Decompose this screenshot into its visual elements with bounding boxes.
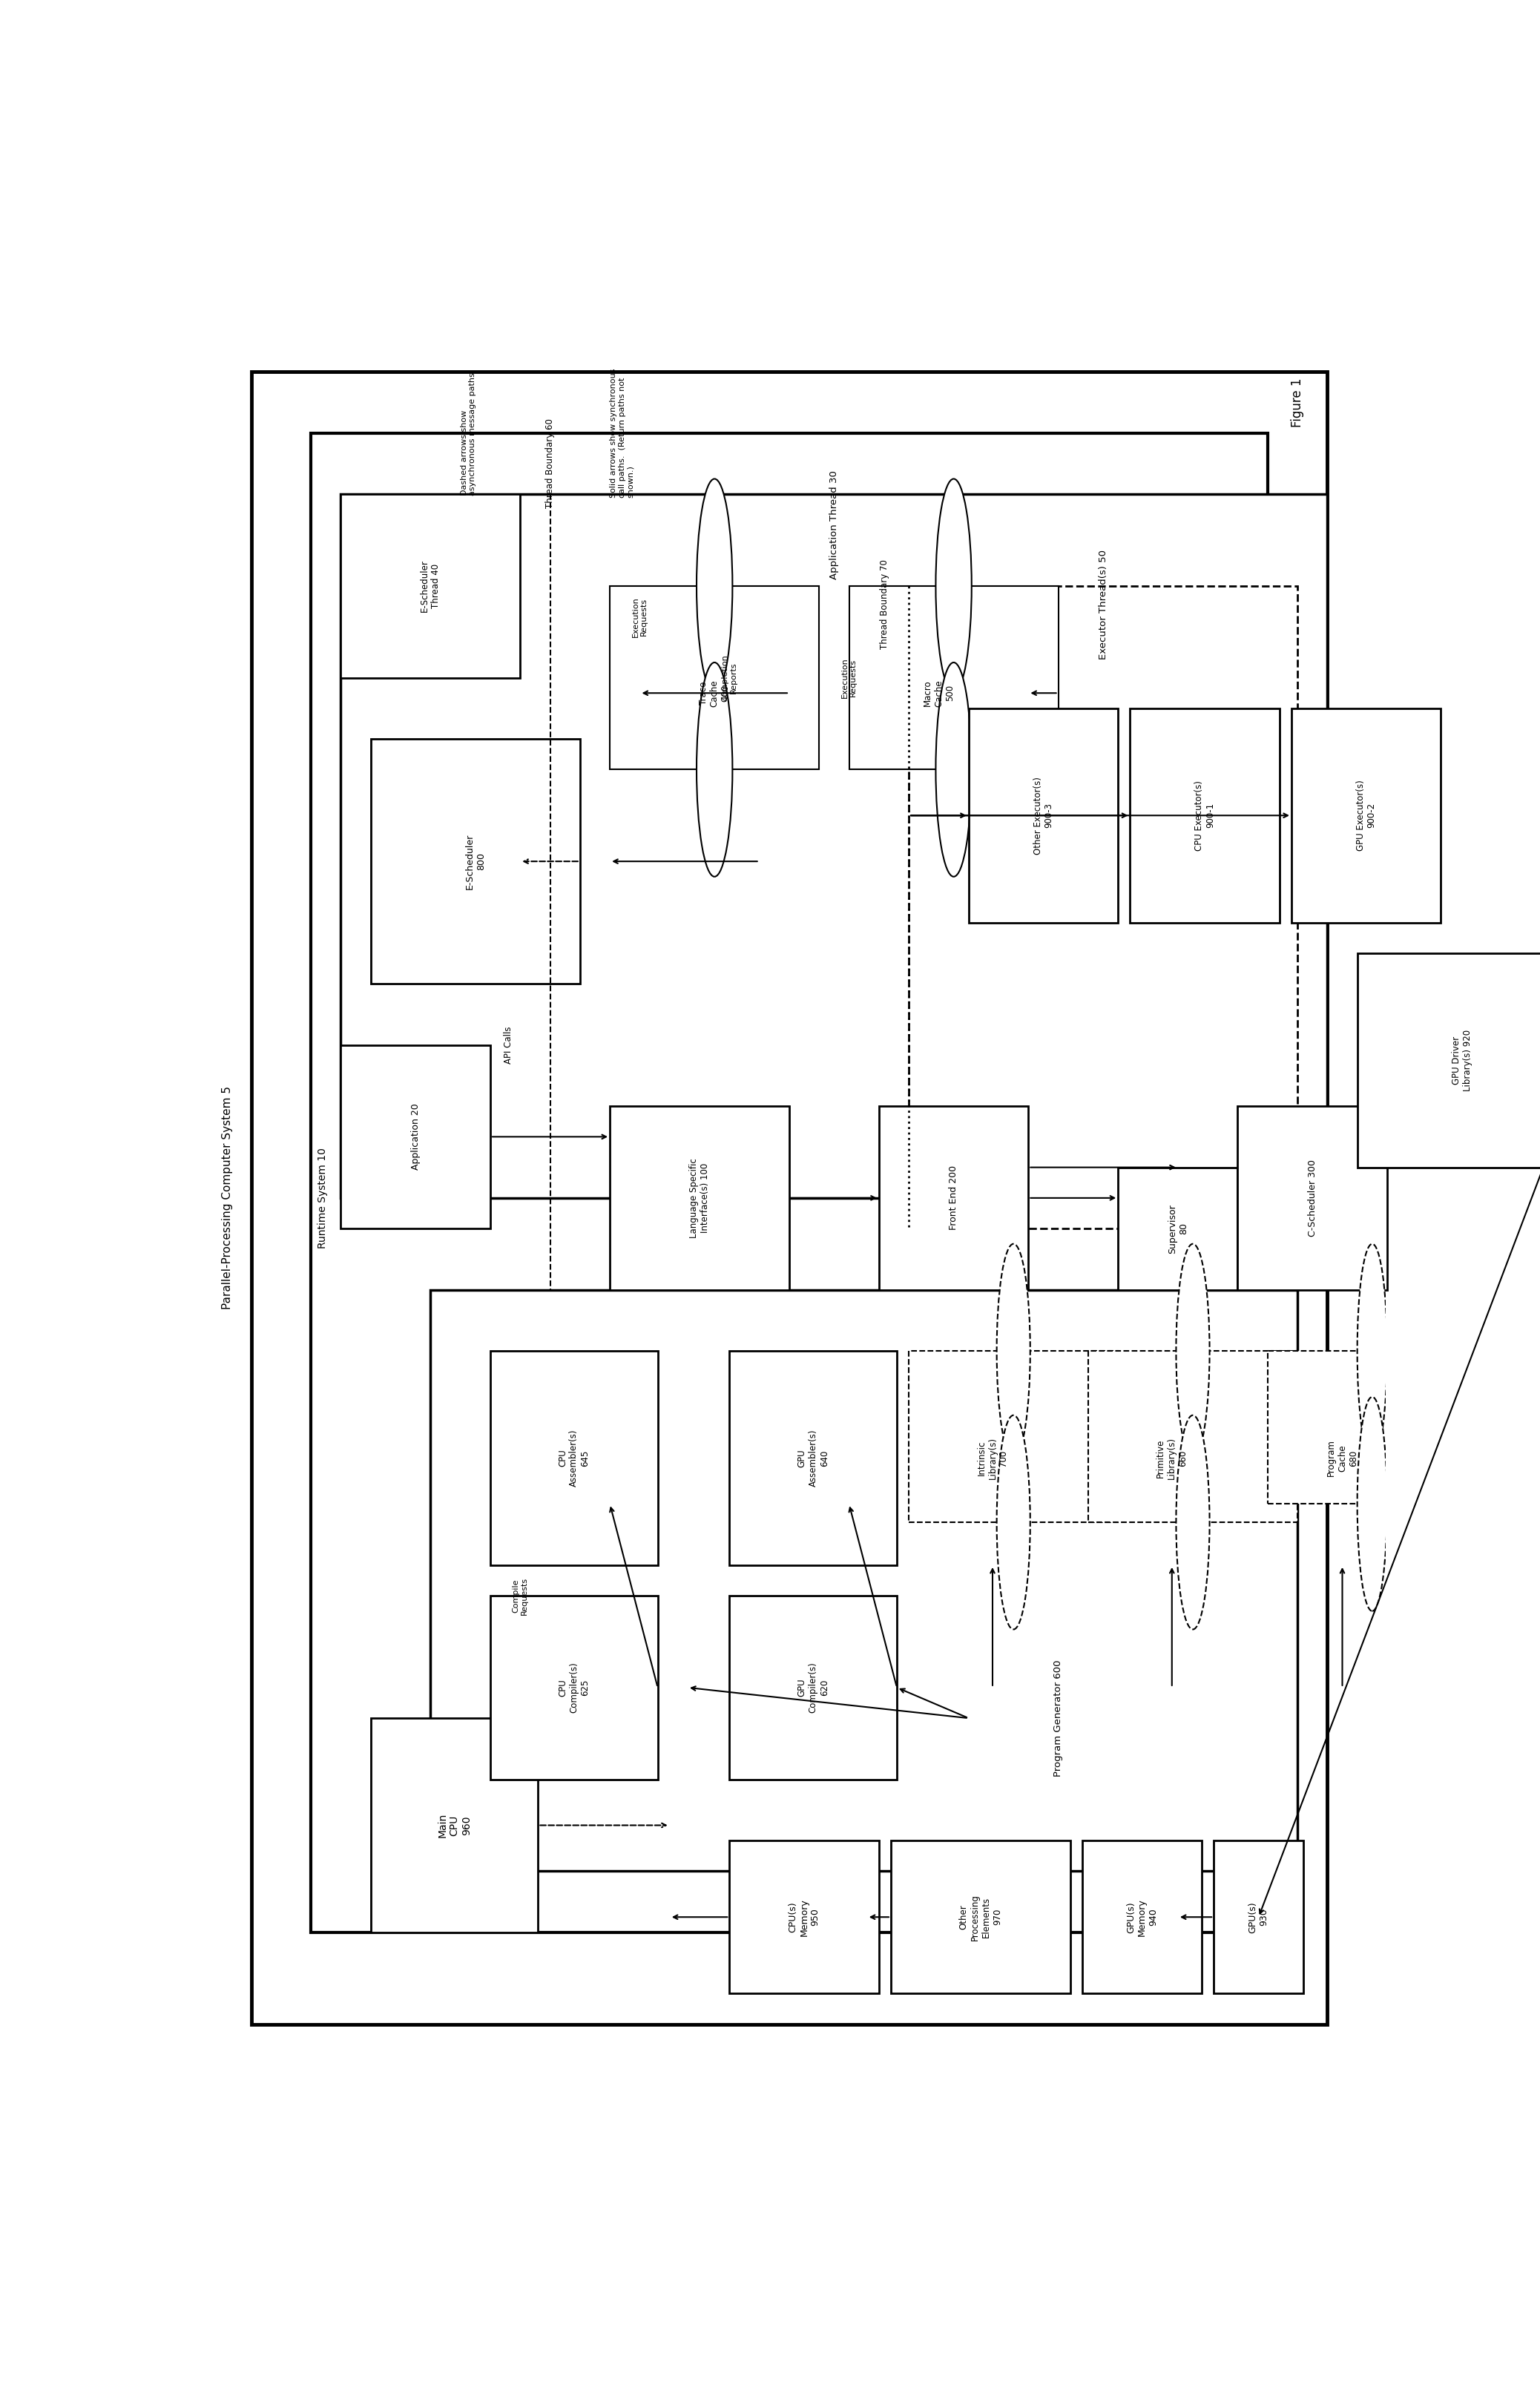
Bar [849,587,1058,770]
Bar [431,1289,1298,1871]
Bar [909,1352,1118,1522]
Text: Execution
Requests: Execution Requests [631,596,648,637]
Bar [371,1717,537,1931]
Text: Thread Boundary 60: Thread Boundary 60 [545,418,554,507]
Text: GPU
Compiler(s)
620: GPU Compiler(s) 620 [798,1662,829,1712]
Text: GPU(s)
Memory
940: GPU(s) Memory 940 [1126,1898,1158,1936]
Text: Solid arrows show synchronous
call paths.  (Return paths not
shown.): Solid arrows show synchronous call paths… [610,368,634,498]
Bar [340,493,1327,1198]
Text: Completion
Reports: Completion Reports [721,654,738,702]
Bar [730,1840,879,1994]
Bar [610,587,819,770]
Text: Compile
Requests: Compile Requests [513,1578,528,1614]
Text: Figure 1: Figure 1 [1291,378,1304,428]
Text: Execution
Requests: Execution Requests [841,657,858,697]
Text: CPU Executor(s)
900-1: CPU Executor(s) 900-1 [1195,779,1215,851]
Bar [730,1597,896,1780]
Text: Runtime System 10: Runtime System 10 [317,1147,328,1248]
Bar [490,1352,658,1566]
Ellipse shape [996,1414,1030,1631]
Ellipse shape [936,661,972,878]
Text: Parallel-Processing Computer System 5: Parallel-Processing Computer System 5 [222,1087,233,1311]
Ellipse shape [1357,1243,1388,1457]
Text: GPU Executor(s)
900-2: GPU Executor(s) 900-2 [1355,779,1377,851]
Text: Macro
Cache
500: Macro Cache 500 [922,681,955,707]
Text: E-Scheduler
800: E-Scheduler 800 [465,835,485,890]
Text: Other Executor(s)
900-3: Other Executor(s) 900-3 [1033,777,1053,854]
Text: Other
Processing
Elements
970: Other Processing Elements 970 [959,1893,1003,1941]
Bar [1292,709,1441,924]
Text: Application 20: Application 20 [411,1104,420,1171]
Text: Front End 200: Front End 200 [949,1166,958,1231]
Text: Thread Boundary 70: Thread Boundary 70 [879,560,890,649]
Ellipse shape [1177,1414,1209,1631]
Text: CPU
Compiler(s)
625: CPU Compiler(s) 625 [557,1662,590,1712]
Text: Main
CPU
960: Main CPU 960 [437,1813,471,1837]
Text: Trace
Cache
400: Trace Cache 400 [699,681,730,707]
Bar [892,1840,1070,1994]
Bar [1214,1840,1303,1994]
Text: E-Scheduler
Thread 40: E-Scheduler Thread 40 [420,560,440,613]
Text: GPU(s)
930: GPU(s) 930 [1249,1902,1269,1934]
Text: Intrinsic
Library(s)
700: Intrinsic Library(s) 700 [976,1436,1009,1479]
Text: GPU
Assembler(s)
640: GPU Assembler(s) 640 [798,1429,829,1486]
Text: CPU(s)
Memory
950: CPU(s) Memory 950 [788,1898,821,1936]
Text: Program Generator 600: Program Generator 600 [1053,1659,1063,1777]
Text: Primitive
Library(s)
660: Primitive Library(s) 660 [1157,1436,1187,1479]
Text: API Calls: API Calls [504,1027,513,1063]
Ellipse shape [936,479,972,693]
Bar [1130,709,1280,924]
Bar [1267,1352,1477,1503]
Text: GPU Driver
Library(s) 920: GPU Driver Library(s) 920 [1452,1029,1472,1092]
Ellipse shape [1357,1397,1388,1611]
Text: Executor Thread(s) 50: Executor Thread(s) 50 [1098,548,1107,659]
Bar [251,373,1327,2025]
Bar [490,1597,658,1780]
Ellipse shape [696,661,733,878]
Bar [1118,1166,1238,1289]
Bar [311,433,1267,1931]
Bar [909,587,1298,1229]
Ellipse shape [1177,1243,1209,1457]
Bar [1089,1352,1298,1522]
Text: Language Specific
Interface(s) 100: Language Specific Interface(s) 100 [690,1157,710,1239]
Text: C-Scheduler 300: C-Scheduler 300 [1307,1159,1317,1236]
Ellipse shape [696,479,733,693]
Bar [340,1044,490,1229]
Text: CPU
Assembler(s)
645: CPU Assembler(s) 645 [557,1429,590,1486]
Bar [371,738,581,984]
Bar [610,1106,790,1289]
Bar [1083,1840,1201,1994]
Text: Application Thread 30: Application Thread 30 [829,471,839,580]
Text: Program
Cache
680: Program Cache 680 [1326,1441,1358,1477]
Text: Dashed arrows show
asynchronous message paths.: Dashed arrows show asynchronous message … [460,370,476,495]
Bar [879,1106,1029,1289]
Ellipse shape [996,1243,1030,1457]
Bar [969,709,1118,924]
Text: Supervisor
80: Supervisor 80 [1167,1205,1189,1253]
Bar [1357,952,1540,1166]
Bar [730,1352,896,1566]
Bar [340,493,521,678]
Bar [1238,1106,1388,1289]
